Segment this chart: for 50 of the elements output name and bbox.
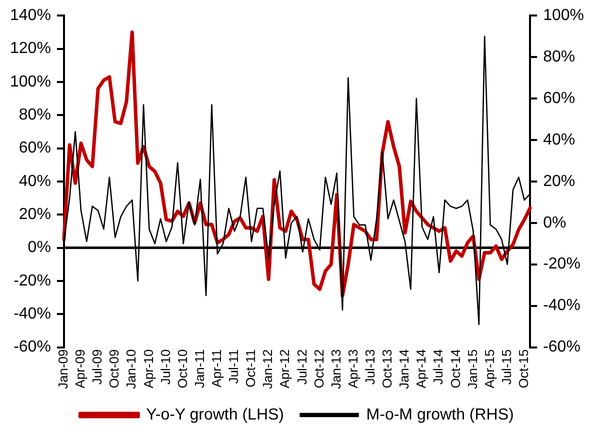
y-tick-label: 60% xyxy=(18,140,51,157)
y2-tick-label: 40% xyxy=(543,131,576,148)
x-tick-label: Apr-11 xyxy=(208,349,224,388)
x-tick-label: Jul-11 xyxy=(226,349,242,384)
y-tick-label: 120% xyxy=(10,40,51,58)
y-tick-label: 20% xyxy=(18,206,51,223)
y-tick-label: 100% xyxy=(10,73,51,90)
x-tick-label: Oct-13 xyxy=(380,349,395,388)
x-tick-label: Apr-09 xyxy=(72,349,88,388)
x-tick-label: Jul-10 xyxy=(158,349,173,385)
y2-tick-label: 0% xyxy=(543,214,566,232)
legend-label: M-o-M growth (RHS) xyxy=(366,406,514,424)
y2-tick-label: 60% xyxy=(543,90,576,107)
x-tick-label: Oct-09 xyxy=(106,349,122,388)
y-tick-label: 0% xyxy=(28,239,51,256)
y-tick-label: -60% xyxy=(14,338,51,356)
legend-label: Y-o-Y growth (LHS) xyxy=(146,406,284,424)
x-tick-label: Jan-12 xyxy=(260,349,276,389)
y2-tick-label: -20% xyxy=(543,256,580,273)
x-tick-label: Apr-14 xyxy=(414,349,429,388)
x-tick-label: Apr-10 xyxy=(140,349,156,388)
x-tick-label: Jan-10 xyxy=(124,349,139,389)
x-tick-label: Jul-13 xyxy=(362,349,378,385)
y-tick-label: -20% xyxy=(14,272,51,290)
y-tick-label: 80% xyxy=(18,106,51,124)
x-tick-label: Jul-12 xyxy=(294,349,310,385)
y2-tick-label: -60% xyxy=(543,338,580,356)
y-tick-label: 40% xyxy=(18,172,51,190)
x-tick-label: Jul-14 xyxy=(430,349,446,385)
y2-tick-label: 100% xyxy=(543,7,584,24)
x-tick-label: Jan-15 xyxy=(464,349,480,389)
x-tick-label: Oct-15 xyxy=(516,349,531,388)
x-tick-label: Oct-10 xyxy=(174,349,190,388)
x-tick-label: Apr-12 xyxy=(277,349,292,388)
x-tick-label: Jan-11 xyxy=(192,349,207,388)
y-tick-label: -40% xyxy=(14,305,51,322)
y2-tick-label: 80% xyxy=(543,48,576,66)
x-tick-label: Apr-15 xyxy=(482,349,497,388)
x-tick-label: Oct-11 xyxy=(243,349,258,388)
x-tick-label: Jan-09 xyxy=(56,349,70,389)
x-tick-label: Oct-12 xyxy=(311,349,326,388)
y2-tick-label: -40% xyxy=(543,297,580,314)
x-tick-label: Jan-14 xyxy=(396,349,412,389)
y-tick-label: 140% xyxy=(10,7,51,24)
x-tick-label: Apr-13 xyxy=(345,349,360,388)
x-tick-label: Jul-15 xyxy=(498,349,514,385)
x-tick-label: Jul-09 xyxy=(90,349,105,385)
x-tick-label: Jan-13 xyxy=(328,349,344,389)
x-tick-label: Oct-14 xyxy=(448,349,463,388)
y2-tick-label: 20% xyxy=(543,172,576,190)
